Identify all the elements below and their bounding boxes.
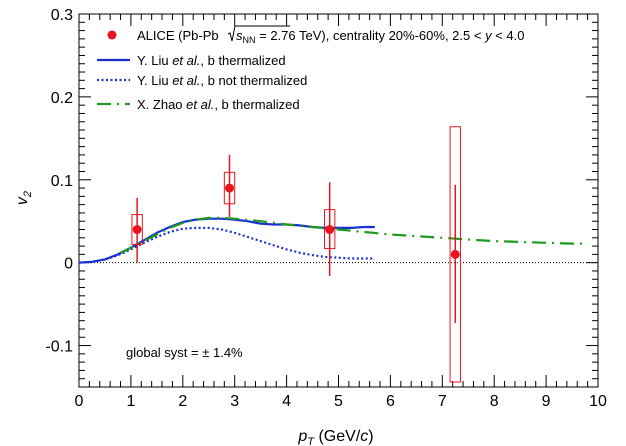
y-tick-label: 0 — [64, 256, 73, 273]
y-tick-label: 0.1 — [51, 173, 73, 190]
data-points — [131, 126, 461, 383]
x-tick-label: 5 — [334, 393, 343, 410]
x-tick-label: 3 — [230, 393, 239, 410]
legend-marker-data — [107, 30, 117, 40]
x-tick-label: 2 — [178, 393, 187, 410]
x-axis-title: pT (GeV/c) — [297, 428, 373, 446]
curve-zhao-thermalized — [120, 216, 585, 254]
x-tick-label: 1 — [126, 393, 135, 410]
data-point — [132, 225, 142, 235]
y-tick-label: 0.3 — [51, 7, 73, 24]
legend-entry-liu-thermalized: Y. Liu et al., b thermalized — [97, 53, 286, 68]
svg-text:Y. Liu et al., b thermalized: Y. Liu et al., b thermalized — [137, 53, 286, 68]
x-tick-label: 7 — [438, 393, 447, 410]
x-tick-label: 4 — [282, 393, 291, 410]
plot-frame — [78, 13, 599, 388]
sqrt-symbol — [227, 25, 290, 42]
x-tick-label: 10 — [589, 393, 607, 410]
model-curves — [78, 216, 585, 264]
svg-text:X. Zhao et al., b thermalized: X. Zhao et al., b thermalized — [137, 97, 300, 112]
data-point — [450, 249, 460, 259]
y-tick-label: 0.2 — [51, 90, 73, 107]
data-point — [325, 225, 335, 235]
legend-entry-data: ALICE (Pb-Pb sNN = 2.76 TeV), centrality… — [107, 25, 524, 45]
axis-tick-labels: 0 1 2 3 4 5 6 7 8 9 10 -0.1 0 0.1 0.2 0.3 — [45, 7, 607, 410]
legend: ALICE (Pb-Pb sNN = 2.76 TeV), centrality… — [97, 25, 524, 112]
x-tick-label: 8 — [490, 393, 499, 410]
systematic-box — [449, 126, 461, 383]
y-tick-label: -0.1 — [45, 339, 73, 356]
legend-entry-zhao-thermalized: X. Zhao et al., b thermalized — [97, 97, 300, 112]
x-tick-label: 0 — [75, 393, 84, 410]
axis-ticks — [78, 13, 599, 388]
x-tick-label: 9 — [542, 393, 551, 410]
y-axis-title: v2 — [14, 191, 34, 205]
x-tick-label: 6 — [386, 393, 395, 410]
legend-label-data: ALICE (Pb-Pb — [137, 28, 219, 43]
svg-text:Y. Liu et al., b not thermaliz: Y. Liu et al., b not thermalized — [137, 73, 307, 88]
legend-entry-liu-not-thermalized: Y. Liu et al., b not thermalized — [97, 73, 307, 88]
legend-label-energy: sNN = 2.76 TeV), centrality 20%-60%, 2.5… — [236, 28, 524, 45]
global-syst-annotation: global syst = ± 1.4% — [126, 345, 243, 360]
data-point — [225, 183, 235, 193]
